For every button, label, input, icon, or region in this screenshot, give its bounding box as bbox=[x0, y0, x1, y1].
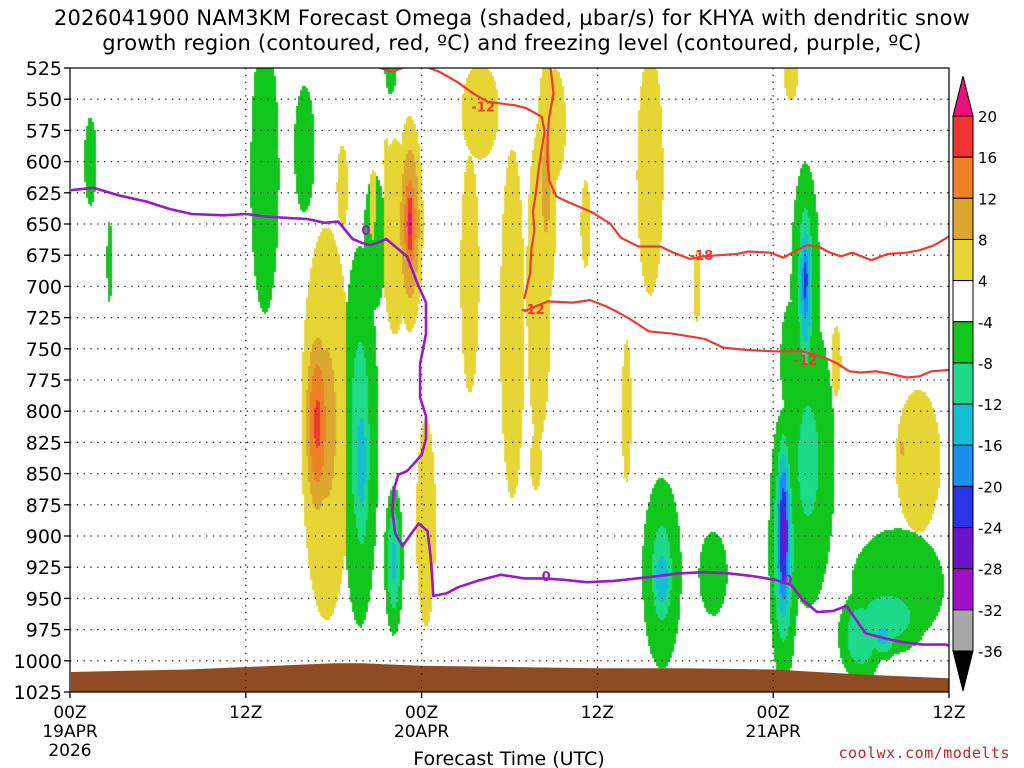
y-tick-label: 850 bbox=[26, 464, 62, 486]
y-tick-label: 750 bbox=[26, 339, 62, 361]
colorbar-swatch bbox=[952, 156, 974, 199]
y-tick-label: 950 bbox=[26, 588, 62, 610]
source-credit: coolwx.com/modelts bbox=[838, 744, 1010, 762]
freezing-contour-label-group: 0 bbox=[783, 574, 792, 589]
y-tick-label: 725 bbox=[26, 308, 62, 330]
y-tick-label: 575 bbox=[26, 120, 62, 142]
temperature-contour-label: -18 bbox=[690, 249, 714, 264]
colorbar-swatch bbox=[952, 568, 974, 611]
x-tick-year-label: 2026 bbox=[48, 741, 91, 761]
colorbar-swatch bbox=[952, 115, 974, 158]
y-tick-label: 700 bbox=[26, 276, 62, 298]
omega-shaded-raster bbox=[71, 68, 949, 692]
y-tick-label: 600 bbox=[26, 152, 62, 174]
y-tick-label: 1025 bbox=[14, 682, 62, 704]
colorbar-swatch bbox=[952, 280, 974, 323]
colorbar-tick-label: 16 bbox=[978, 149, 997, 167]
colorbar-top-triangle bbox=[952, 75, 974, 117]
freezing-contour-label-group: 0 bbox=[542, 570, 551, 585]
x-tick-label: 00Z bbox=[405, 703, 438, 723]
chart-title-line-2: growth region (contoured, red, ºC) and f… bbox=[102, 31, 922, 55]
colorbar-swatch bbox=[952, 527, 974, 570]
x-tick-date-label: 21APR bbox=[746, 722, 802, 742]
x-tick-label: 12Z bbox=[932, 703, 965, 723]
colorbar-tick-label: -32 bbox=[978, 602, 1003, 620]
colorbar-swatch bbox=[952, 485, 974, 529]
temperature-contour-label-group: -12 bbox=[794, 354, 818, 369]
colorbar-tick-label: -16 bbox=[978, 437, 1003, 455]
temperature-contour-line bbox=[546, 68, 949, 262]
colorbar-swatch bbox=[952, 197, 974, 240]
colorbar-tick-label: -12 bbox=[978, 396, 1003, 414]
ground-surface-layer bbox=[71, 663, 949, 692]
freezing-contour-label: 0 bbox=[783, 574, 792, 589]
colorbar-tick-label: 12 bbox=[978, 190, 997, 208]
x-tick-label: 12Z bbox=[229, 703, 262, 723]
temperature-contour-line bbox=[376, 68, 546, 300]
y-tick-label: 675 bbox=[26, 245, 62, 267]
y-tick-label: 975 bbox=[26, 620, 62, 642]
y-tick-label: 550 bbox=[26, 89, 62, 111]
colorbar-swatch bbox=[952, 321, 974, 364]
omega-shaded-field bbox=[71, 68, 949, 692]
contour-layer: -12 -12 -18 -12 0 0 0 bbox=[71, 68, 949, 648]
y-tick-label: 775 bbox=[26, 370, 62, 392]
colorbar-tick-label: -20 bbox=[978, 478, 1003, 496]
colorbar-tick-label: 20 bbox=[978, 108, 997, 126]
colorbar-swatch bbox=[952, 609, 974, 652]
colorbar-tick-label: 4 bbox=[978, 273, 988, 291]
y-tick-label: 925 bbox=[26, 557, 62, 579]
y-tick-label: 900 bbox=[26, 526, 62, 548]
y-tick-label: 875 bbox=[26, 495, 62, 517]
temperature-contour-label: -12 bbox=[794, 354, 818, 369]
colorbar-tick-label: -36 bbox=[978, 643, 1003, 661]
chart-title-line-1: 2026041900 NAM3KM Forecast Omega (shaded… bbox=[53, 6, 971, 30]
colorbar: 20 16 12 8 4 -4 -8 -12 -16 -20 -24 -28 -32 -36 bbox=[952, 75, 1003, 692]
freezing-level-contour-line bbox=[71, 186, 949, 648]
x-tick-label: 00Z bbox=[757, 703, 790, 723]
y-tick-label: 1000 bbox=[14, 651, 62, 673]
y-tick-label: 650 bbox=[26, 214, 62, 236]
colorbar-bottom-triangle bbox=[952, 650, 974, 692]
temperature-contour-label-group: -18 bbox=[690, 249, 714, 264]
temperature-contour-label-group: -12 bbox=[471, 101, 495, 116]
y-tick-label: 625 bbox=[26, 183, 62, 205]
temperature-contour-label: -12 bbox=[471, 101, 495, 116]
colorbar-tick-label: -4 bbox=[978, 314, 993, 332]
colorbar-swatch bbox=[952, 444, 974, 487]
x-tick-date-label: 19APR bbox=[42, 722, 98, 742]
colorbar-tick-label: 8 bbox=[978, 231, 988, 249]
x-tick-date-label: 20APR bbox=[394, 722, 450, 742]
y-tick-label: 800 bbox=[26, 401, 62, 423]
x-tick-label: 00Z bbox=[53, 703, 86, 723]
x-tick-label: 12Z bbox=[581, 703, 614, 723]
colorbar-swatch bbox=[952, 362, 974, 405]
colorbar-swatch bbox=[952, 238, 974, 282]
freezing-contour-label-group: 0 bbox=[361, 224, 370, 239]
freezing-contour-label: 0 bbox=[361, 224, 370, 239]
axes: 525 550 575 600 625 650 675 700 725 750 775 800 825 8… bbox=[14, 58, 966, 761]
y-tick-label: 825 bbox=[26, 432, 62, 454]
colorbar-tick-label: -28 bbox=[978, 561, 1003, 579]
freezing-contour-label: 0 bbox=[542, 570, 551, 585]
y-tick-label: 525 bbox=[26, 58, 62, 80]
temperature-contour-line bbox=[523, 299, 949, 379]
colorbar-tick-label: -24 bbox=[978, 520, 1003, 538]
colorbar-tick-label: -8 bbox=[978, 355, 993, 373]
ground-surface bbox=[71, 663, 949, 692]
colorbar-swatch bbox=[952, 403, 974, 446]
x-axis-title: Forecast Time (UTC) bbox=[413, 748, 604, 768]
temperature-contour-label-group: -12 bbox=[521, 303, 545, 318]
temperature-contour-label: -12 bbox=[521, 303, 545, 318]
